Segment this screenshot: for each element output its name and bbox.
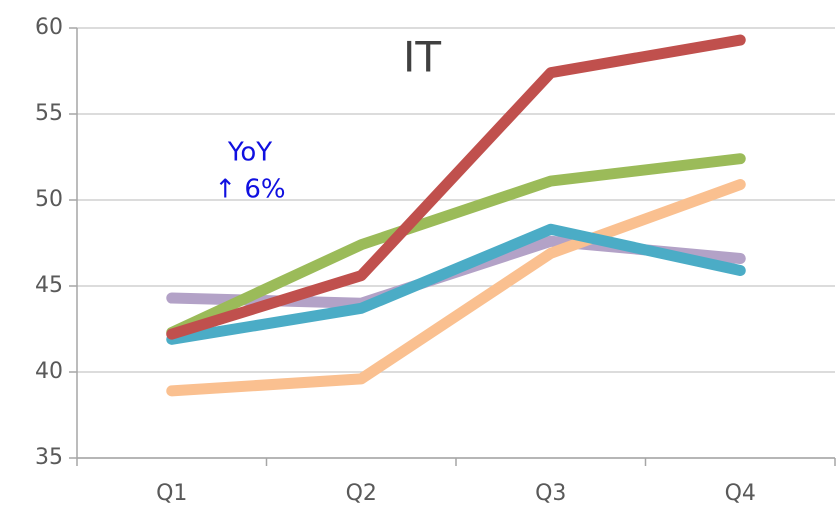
chart-title: IT <box>403 33 441 82</box>
series-line <box>166 223 746 345</box>
x-tick-label: Q2 <box>346 481 377 506</box>
y-tick-label: 35 <box>35 445 63 470</box>
y-tick-label: 60 <box>35 15 63 40</box>
y-tick-label: 55 <box>35 101 63 126</box>
x-tick-label: Q3 <box>535 481 566 506</box>
series-line <box>166 179 746 397</box>
x-tick-label: Q1 <box>156 481 187 506</box>
series-line <box>166 153 746 338</box>
series-line <box>166 34 746 340</box>
annotation: YoY <box>227 138 272 168</box>
x-tick-label: Q4 <box>725 481 756 506</box>
y-tick-label: 40 <box>35 359 63 384</box>
y-tick-label: 45 <box>35 273 63 298</box>
annotation: ↑ 6% <box>214 175 285 205</box>
y-tick-label: 50 <box>35 187 63 212</box>
